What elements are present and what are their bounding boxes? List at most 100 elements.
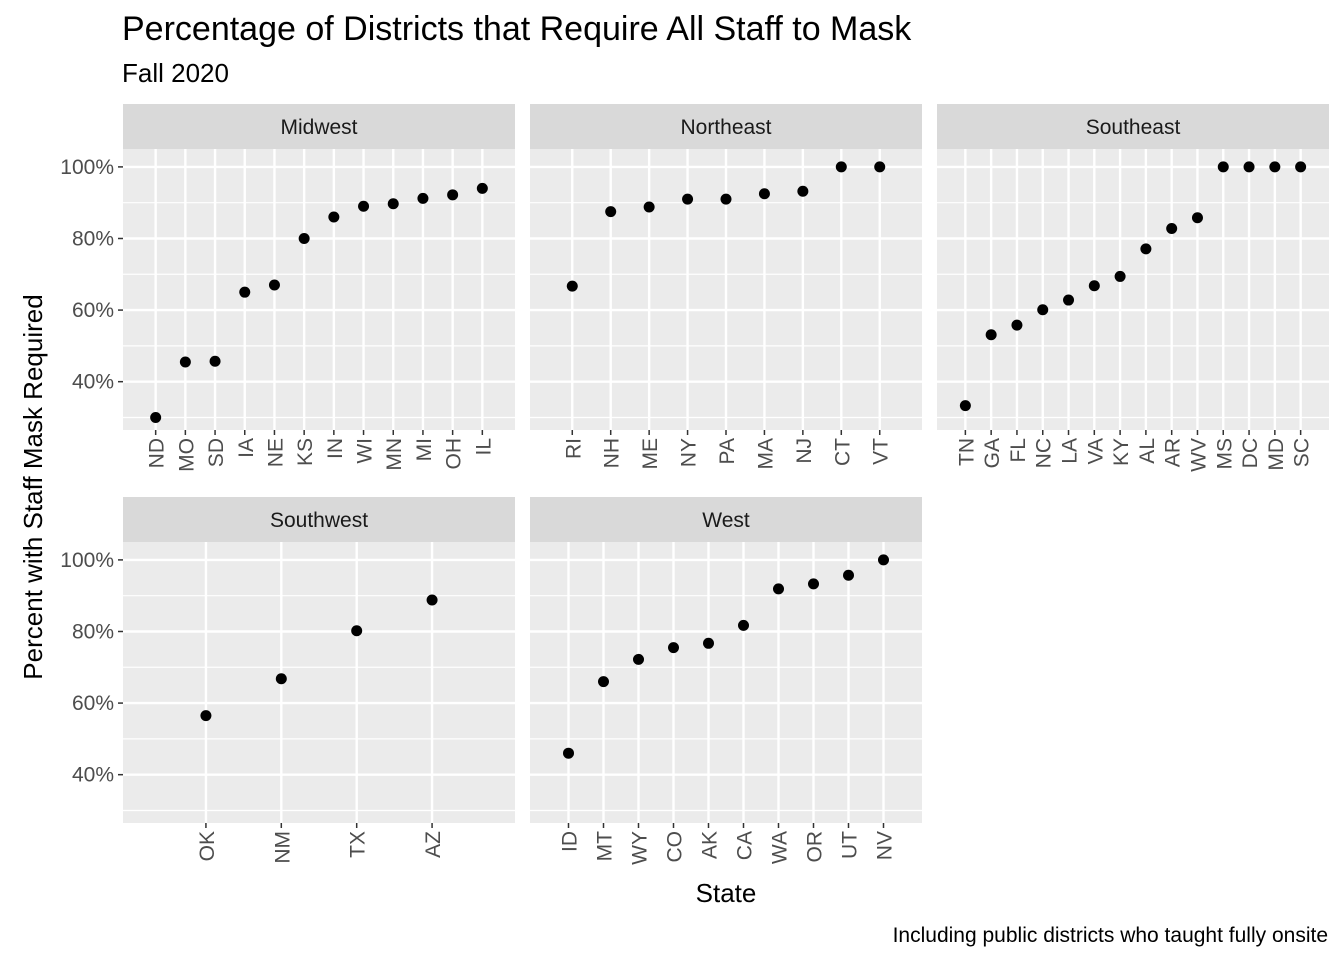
y-tick-label: 100% (60, 156, 114, 179)
data-point-la (1063, 294, 1075, 306)
x-tick-label-nv: NV (874, 831, 897, 860)
x-tick-label-az: AZ (422, 831, 445, 858)
y-tick-label: 80% (72, 620, 114, 643)
facet-southwest: Southwest 40% 60% 80% 100% OK NM TX AZ (60, 497, 515, 864)
x-tick-label-nh: NH (601, 438, 624, 468)
x-tick-label-ma: MA (754, 438, 777, 470)
data-point-mn (387, 198, 399, 210)
y-tick-label: 60% (72, 692, 114, 715)
data-point-in (328, 211, 340, 223)
chart-title: Percentage of Districts that Require All… (122, 10, 912, 48)
data-point-nh (605, 206, 617, 218)
x-tick-label-va: VA (1084, 438, 1107, 464)
data-point-ny (682, 193, 694, 205)
data-point-ga (985, 329, 997, 341)
x-tick-label-la: LA (1059, 438, 1082, 464)
x-tick-label-ar: AR (1162, 438, 1185, 467)
data-point-wi (358, 200, 370, 212)
x-axis-title: State (696, 878, 757, 908)
x-tick-label-vt: VT (870, 438, 893, 465)
data-point-dc (1243, 161, 1255, 173)
data-point-wv (1191, 212, 1203, 224)
facet-strip (123, 497, 515, 542)
x-tick-label-ca: CA (734, 831, 757, 860)
y-tick-label: 40% (72, 371, 114, 394)
data-point-ok (200, 710, 212, 722)
x-tick-label-ne: NE (264, 438, 287, 467)
facet-strip-label: Southwest (270, 509, 368, 532)
x-tick-label-ms: MS (1213, 438, 1236, 470)
data-point-ma (758, 188, 770, 200)
facet-strip (937, 104, 1329, 149)
data-point-nj (797, 185, 809, 197)
data-point-sd (209, 355, 221, 367)
x-tick-label-oh: OH (443, 438, 466, 470)
x-tick-label-wv: WV (1187, 438, 1210, 472)
x-tick-label-id: ID (559, 831, 582, 852)
data-point-mi (417, 192, 429, 204)
data-point-tx (351, 625, 363, 637)
x-tick-label-pa: PA (716, 438, 739, 464)
data-point-ar (1166, 222, 1178, 234)
x-tick-label-ri: RI (562, 438, 585, 459)
x-tick-label-ks: KS (294, 438, 317, 466)
panel-background (530, 542, 922, 823)
data-point-ks (298, 232, 310, 244)
x-tick-label-tn: TN (955, 438, 978, 466)
facet-strip (530, 104, 922, 149)
x-tick-label-or: OR (804, 831, 827, 863)
panel-background (937, 149, 1329, 430)
x-tick-label-wy: WY (629, 831, 652, 865)
y-tick-label: 60% (72, 299, 114, 322)
x-tick-label-md: MD (1265, 438, 1288, 471)
x-tick-label-al: AL (1136, 438, 1159, 464)
facet-midwest: Midwest 40% 60% 80% 100% ND MO SD IA NE KS IN WI MN MI… (60, 104, 515, 472)
data-point-il (476, 182, 488, 194)
facet-panels: Midwest 40% 60% 80% 100% ND MO SD IA NE KS IN WI MN MI… (60, 104, 1329, 865)
data-point-ca (738, 619, 749, 631)
x-tick-label-tx: TX (347, 831, 370, 858)
data-point-ne (268, 279, 280, 291)
data-point-pa (720, 193, 732, 205)
chart-subtitle: Fall 2020 (122, 58, 229, 88)
chart-caption: Including public districts who taught fu… (893, 924, 1328, 947)
x-tick-label-mn: MN (383, 438, 406, 471)
x-tick-label-ut: UT (839, 831, 862, 859)
x-tick-label-ny: NY (678, 438, 701, 467)
data-point-ak (703, 637, 714, 649)
data-point-tn (959, 400, 971, 412)
x-tick-label-fl: FL (1007, 438, 1030, 463)
data-point-nm (275, 673, 287, 685)
x-tick-label-mo: MO (175, 438, 198, 472)
x-tick-label-mt: MT (594, 831, 617, 861)
data-point-oh (447, 189, 459, 201)
data-point-al (1140, 243, 1152, 255)
x-tick-label-ok: OK (196, 831, 219, 861)
x-tick-label-nm: NM (271, 831, 294, 864)
y-axis-title: Percent with Staff Mask Required (18, 294, 48, 679)
x-tick-label-sc: SC (1291, 438, 1314, 467)
data-point-ri (566, 280, 578, 292)
x-tick-label-co: CO (664, 831, 687, 863)
x-tick-label-nd: ND (146, 438, 169, 468)
x-tick-label-wa: WA (769, 831, 792, 864)
x-tick-label-dc: DC (1239, 438, 1262, 468)
data-point-fl (1011, 319, 1023, 331)
y-tick-label: 40% (72, 764, 114, 787)
x-tick-label-nj: NJ (793, 438, 816, 464)
data-point-wa (773, 583, 784, 595)
x-tick-label-sd: SD (205, 438, 228, 467)
x-tick-label-me: ME (639, 438, 662, 470)
x-tick-label-ga: GA (981, 438, 1004, 468)
y-tick-label: 80% (72, 227, 114, 250)
x-tick-label-in: IN (324, 438, 347, 459)
data-point-mo (179, 356, 191, 368)
y-tick-label: 100% (60, 549, 114, 572)
facet-strip-label: Midwest (280, 116, 357, 139)
x-tick-label-wi: WI (354, 438, 377, 464)
data-point-nc (1037, 304, 1049, 316)
facet-strip (123, 104, 515, 149)
data-point-co (668, 642, 679, 654)
data-point-ut (843, 569, 854, 581)
